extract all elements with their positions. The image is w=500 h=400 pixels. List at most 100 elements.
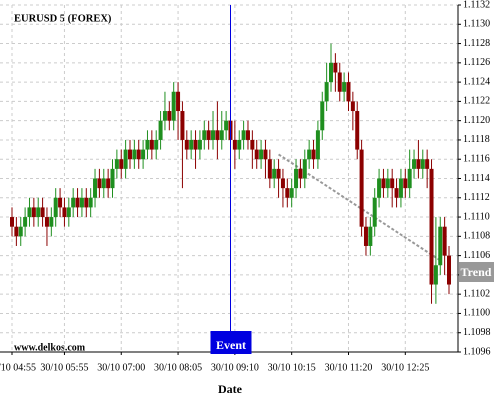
candle-body	[66, 207, 71, 218]
candle-body	[285, 188, 290, 198]
trend-label: Trend	[461, 265, 492, 279]
x-axis-label: Date	[218, 382, 243, 396]
candle-body	[75, 197, 80, 208]
x-tick-label: 30/10 08:05	[154, 362, 202, 373]
candle-body	[132, 149, 137, 160]
x-tick-label: 30/10 12:25	[381, 362, 429, 373]
candle-body	[333, 62, 338, 73]
chart-title: EURUSD 5 (FOREX)	[14, 13, 112, 24]
candle-body	[197, 139, 202, 150]
candle-body	[136, 149, 141, 160]
trend-box	[459, 262, 494, 282]
candle-body	[254, 149, 259, 160]
candle-body	[215, 130, 220, 140]
candle-body	[171, 91, 176, 121]
candle-body	[394, 188, 399, 198]
candle-body	[232, 139, 237, 150]
y-tick-label: 1.1108	[463, 231, 490, 242]
candle-body	[101, 178, 106, 189]
candle-body	[324, 82, 329, 102]
candle-body	[145, 139, 150, 150]
candle-body	[189, 139, 194, 150]
y-tick-label: 1.1128	[463, 38, 490, 49]
y-tick-label: 1.1114	[463, 173, 490, 184]
candle-body	[259, 149, 264, 160]
candle-body	[346, 82, 351, 102]
candle-body	[27, 207, 32, 218]
candle-body	[289, 188, 294, 198]
candle-body	[123, 149, 128, 169]
candle-body	[433, 265, 438, 285]
candle-body	[106, 178, 111, 189]
candle-body	[58, 197, 63, 208]
candle-body	[385, 178, 390, 189]
candle-body	[176, 91, 181, 112]
candle-body	[93, 178, 98, 198]
candle-body	[53, 197, 58, 218]
y-tick-label: 1.1126	[463, 57, 490, 68]
candle-body	[311, 149, 316, 160]
y-tick-label: 1.1118	[463, 134, 490, 145]
candle-body	[158, 120, 163, 140]
event-label: Event	[216, 338, 246, 352]
y-tick-label: 1.1106	[463, 250, 490, 261]
candle-body	[294, 168, 299, 189]
candle-body	[390, 178, 395, 189]
candle-body	[359, 149, 364, 227]
candle-body	[350, 101, 355, 112]
x-tick-label: 30/10 11:20	[325, 362, 373, 373]
y-tick-label: 1.1116	[463, 154, 490, 165]
candle-body	[14, 226, 19, 237]
x-tick-label: 30/10 09:10	[211, 362, 259, 373]
x-tick-label: 30/10 10:15	[268, 362, 316, 373]
y-tick-label: 1.1132	[463, 0, 490, 10]
candle-body	[23, 217, 28, 227]
watermark: www.delkos.com	[14, 342, 86, 353]
candle-body	[71, 197, 76, 208]
candle-body	[141, 149, 146, 160]
candle-body	[412, 159, 417, 169]
candle-body	[403, 178, 408, 189]
candle-body	[302, 159, 307, 179]
candle-body	[447, 255, 451, 285]
candle-body	[272, 168, 277, 179]
y-tick-label: 1.1098	[463, 327, 491, 338]
candle-body	[211, 130, 216, 140]
candle-body	[420, 159, 425, 169]
candle-body	[355, 111, 360, 150]
candle-body	[337, 72, 342, 92]
candle-body	[429, 168, 434, 285]
candle-body	[202, 130, 207, 140]
candle-body	[206, 130, 211, 140]
y-tick-label: 1.1130	[463, 19, 490, 30]
candle-body	[368, 226, 373, 246]
y-tick-label: 1.1102	[463, 288, 490, 299]
y-tick-label: 1.1122	[463, 96, 490, 107]
candle-body	[114, 159, 119, 169]
x-tick-label: 30/10 07:00	[97, 362, 145, 373]
candle-body	[381, 178, 386, 189]
candle-body	[44, 217, 49, 227]
candle-body	[320, 101, 325, 131]
candle-body	[40, 207, 45, 218]
candle-body	[84, 197, 89, 208]
y-tick-label: 1.1110	[463, 211, 490, 222]
candle-body	[193, 139, 198, 150]
candle-body	[88, 197, 93, 208]
candle-body	[245, 130, 250, 140]
candle-body	[250, 139, 255, 150]
candle-body	[224, 120, 229, 131]
candle-body	[180, 111, 185, 140]
candle-body	[18, 226, 23, 237]
candle-body	[167, 111, 172, 121]
candle-body	[315, 130, 320, 160]
candle-body	[127, 149, 132, 160]
candle-body	[154, 139, 159, 150]
x-tick-label: 30/10 04:55	[0, 362, 36, 373]
candle-body	[407, 168, 412, 189]
candle-body	[149, 139, 154, 150]
candle-body	[184, 139, 189, 150]
candle-body	[10, 217, 14, 227]
candle-body	[162, 111, 167, 121]
